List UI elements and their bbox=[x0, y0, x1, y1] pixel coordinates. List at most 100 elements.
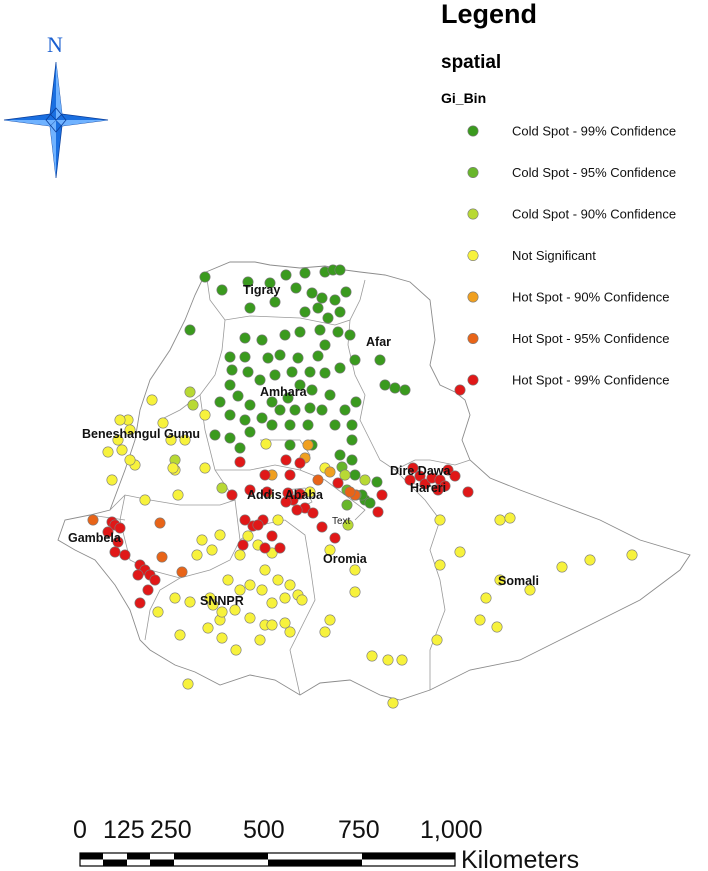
map-point bbox=[146, 394, 158, 406]
scale-tick-125: 125 bbox=[103, 816, 145, 844]
map-point bbox=[274, 349, 286, 361]
legend-swatch bbox=[467, 291, 479, 303]
legend-field-name: Gi_Bin bbox=[441, 90, 486, 106]
map-point bbox=[172, 489, 184, 501]
map-point bbox=[329, 294, 341, 306]
map-point bbox=[199, 462, 211, 474]
map-point bbox=[87, 514, 99, 526]
map-point bbox=[434, 559, 446, 571]
map-point bbox=[242, 530, 254, 542]
region-label-beneshangul-gumu: Beneshangul Gumu bbox=[82, 427, 200, 441]
legend-item-label: Hot Spot - 90% Confidence bbox=[512, 290, 670, 305]
map-point bbox=[239, 514, 251, 526]
map-point bbox=[226, 364, 238, 376]
map-point bbox=[174, 629, 186, 641]
map-point bbox=[314, 324, 326, 336]
scale-tick-1000: 1,000 bbox=[420, 816, 483, 844]
map-point bbox=[319, 339, 331, 351]
legend-item-label: Not Significant bbox=[512, 248, 596, 263]
map-point bbox=[304, 366, 316, 378]
map-point bbox=[494, 514, 506, 526]
map-point bbox=[359, 474, 371, 486]
map-point bbox=[232, 390, 244, 402]
map-point bbox=[291, 504, 303, 516]
scale-tick-0: 0 bbox=[73, 816, 87, 844]
map-point bbox=[524, 584, 536, 596]
map-point bbox=[154, 517, 166, 529]
map-point bbox=[280, 269, 292, 281]
map-point bbox=[216, 482, 228, 494]
map-point bbox=[252, 519, 264, 531]
map-point bbox=[124, 454, 136, 466]
map-point bbox=[234, 584, 246, 596]
map-point bbox=[119, 549, 131, 561]
map-point bbox=[349, 564, 361, 576]
map-point bbox=[261, 486, 273, 498]
map-point bbox=[286, 366, 298, 378]
scale-unit-label: Kilometers bbox=[461, 846, 579, 871]
map-point bbox=[364, 497, 376, 509]
map-point bbox=[350, 396, 362, 408]
map-point bbox=[349, 586, 361, 598]
map-point bbox=[234, 456, 246, 468]
map-point bbox=[196, 534, 208, 546]
map-point bbox=[222, 574, 234, 586]
map-point bbox=[266, 597, 278, 609]
map-point bbox=[244, 579, 256, 591]
legend-item-label: Hot Spot - 95% Confidence bbox=[512, 331, 670, 346]
map-point bbox=[302, 439, 314, 451]
map-point bbox=[152, 606, 164, 618]
map-point bbox=[254, 374, 266, 386]
map-point bbox=[234, 549, 246, 561]
map-point bbox=[230, 644, 242, 656]
map-point bbox=[374, 354, 386, 366]
legend-items: Cold Spot - 99% Confidence Cold Spot - 95… bbox=[467, 124, 676, 388]
map-point bbox=[202, 622, 214, 634]
map-point bbox=[264, 277, 276, 289]
map-point bbox=[339, 404, 351, 416]
north-arrow-icon: N bbox=[3, 32, 109, 179]
legend-layer-name: spatial bbox=[441, 52, 501, 73]
map-point bbox=[316, 521, 328, 533]
map-point bbox=[134, 597, 146, 609]
map-point bbox=[244, 612, 256, 624]
map-point bbox=[324, 544, 336, 556]
map-point bbox=[244, 302, 256, 314]
legend-swatch bbox=[467, 208, 479, 220]
map-point bbox=[379, 379, 391, 391]
map-point bbox=[284, 579, 296, 591]
map-point bbox=[224, 409, 236, 421]
map-point bbox=[324, 614, 336, 626]
map-point bbox=[329, 419, 341, 431]
map-point bbox=[165, 434, 177, 446]
map-point bbox=[244, 399, 256, 411]
map-point bbox=[474, 614, 486, 626]
map-point bbox=[114, 522, 126, 534]
map-point bbox=[256, 584, 268, 596]
region-label-snnpr: SNNPR bbox=[200, 594, 244, 608]
region-label-addis-ababa: Addis Ababa bbox=[247, 488, 324, 502]
map-point bbox=[349, 469, 361, 481]
map-point bbox=[266, 396, 278, 408]
map-point bbox=[282, 392, 294, 404]
map-point bbox=[289, 404, 301, 416]
map-point bbox=[229, 604, 241, 616]
legend-swatch bbox=[467, 332, 479, 344]
map-point bbox=[342, 519, 354, 531]
map-point bbox=[184, 596, 196, 608]
map-point bbox=[244, 484, 256, 496]
map-point bbox=[179, 434, 191, 446]
map-point bbox=[334, 264, 346, 276]
map-point bbox=[254, 634, 266, 646]
map-point bbox=[114, 414, 126, 426]
map-point bbox=[454, 384, 466, 396]
map-point bbox=[279, 592, 291, 604]
map-point bbox=[259, 564, 271, 576]
map-point bbox=[191, 549, 203, 561]
map-point bbox=[187, 399, 199, 411]
map-point bbox=[274, 542, 286, 554]
map-point bbox=[262, 352, 274, 364]
map-point bbox=[279, 329, 291, 341]
map-point bbox=[149, 574, 161, 586]
